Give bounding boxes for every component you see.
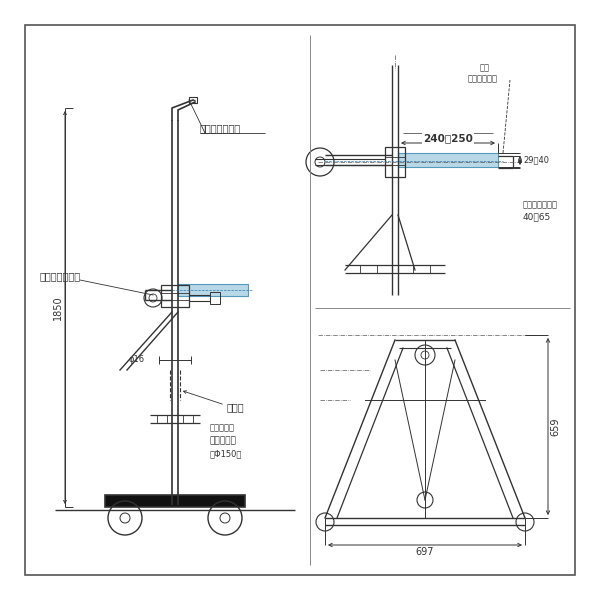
Bar bbox=[210, 292, 220, 304]
Text: 29〜40: 29〜40 bbox=[523, 155, 549, 164]
Bar bbox=[178, 284, 248, 296]
Text: 対応: 対応 bbox=[480, 64, 490, 73]
Text: ブレーキ付: ブレーキ付 bbox=[210, 423, 235, 432]
Text: スタンドフック: スタンドフック bbox=[40, 271, 81, 281]
Text: 659: 659 bbox=[550, 417, 560, 436]
Bar bbox=[385, 147, 405, 177]
Text: （Φ150）: （Φ150） bbox=[210, 449, 242, 458]
Text: 端部ブラケット: 端部ブラケット bbox=[200, 123, 241, 133]
Text: 1850: 1850 bbox=[53, 295, 63, 320]
Text: アオリ: アオリ bbox=[227, 402, 245, 412]
Text: 足場板サイズ: 足場板サイズ bbox=[468, 74, 498, 83]
Text: 240〜250: 240〜250 bbox=[423, 133, 473, 143]
Bar bbox=[189, 97, 197, 103]
Bar bbox=[105, 495, 245, 507]
Text: 40〜65: 40〜65 bbox=[523, 212, 551, 221]
Bar bbox=[398, 153, 498, 167]
Text: φ16: φ16 bbox=[129, 355, 145, 364]
Text: アオリ対応厚み: アオリ対応厚み bbox=[523, 200, 558, 209]
Text: キャスター: キャスター bbox=[210, 436, 237, 445]
Text: 697: 697 bbox=[416, 547, 434, 557]
Bar bbox=[161, 285, 189, 307]
